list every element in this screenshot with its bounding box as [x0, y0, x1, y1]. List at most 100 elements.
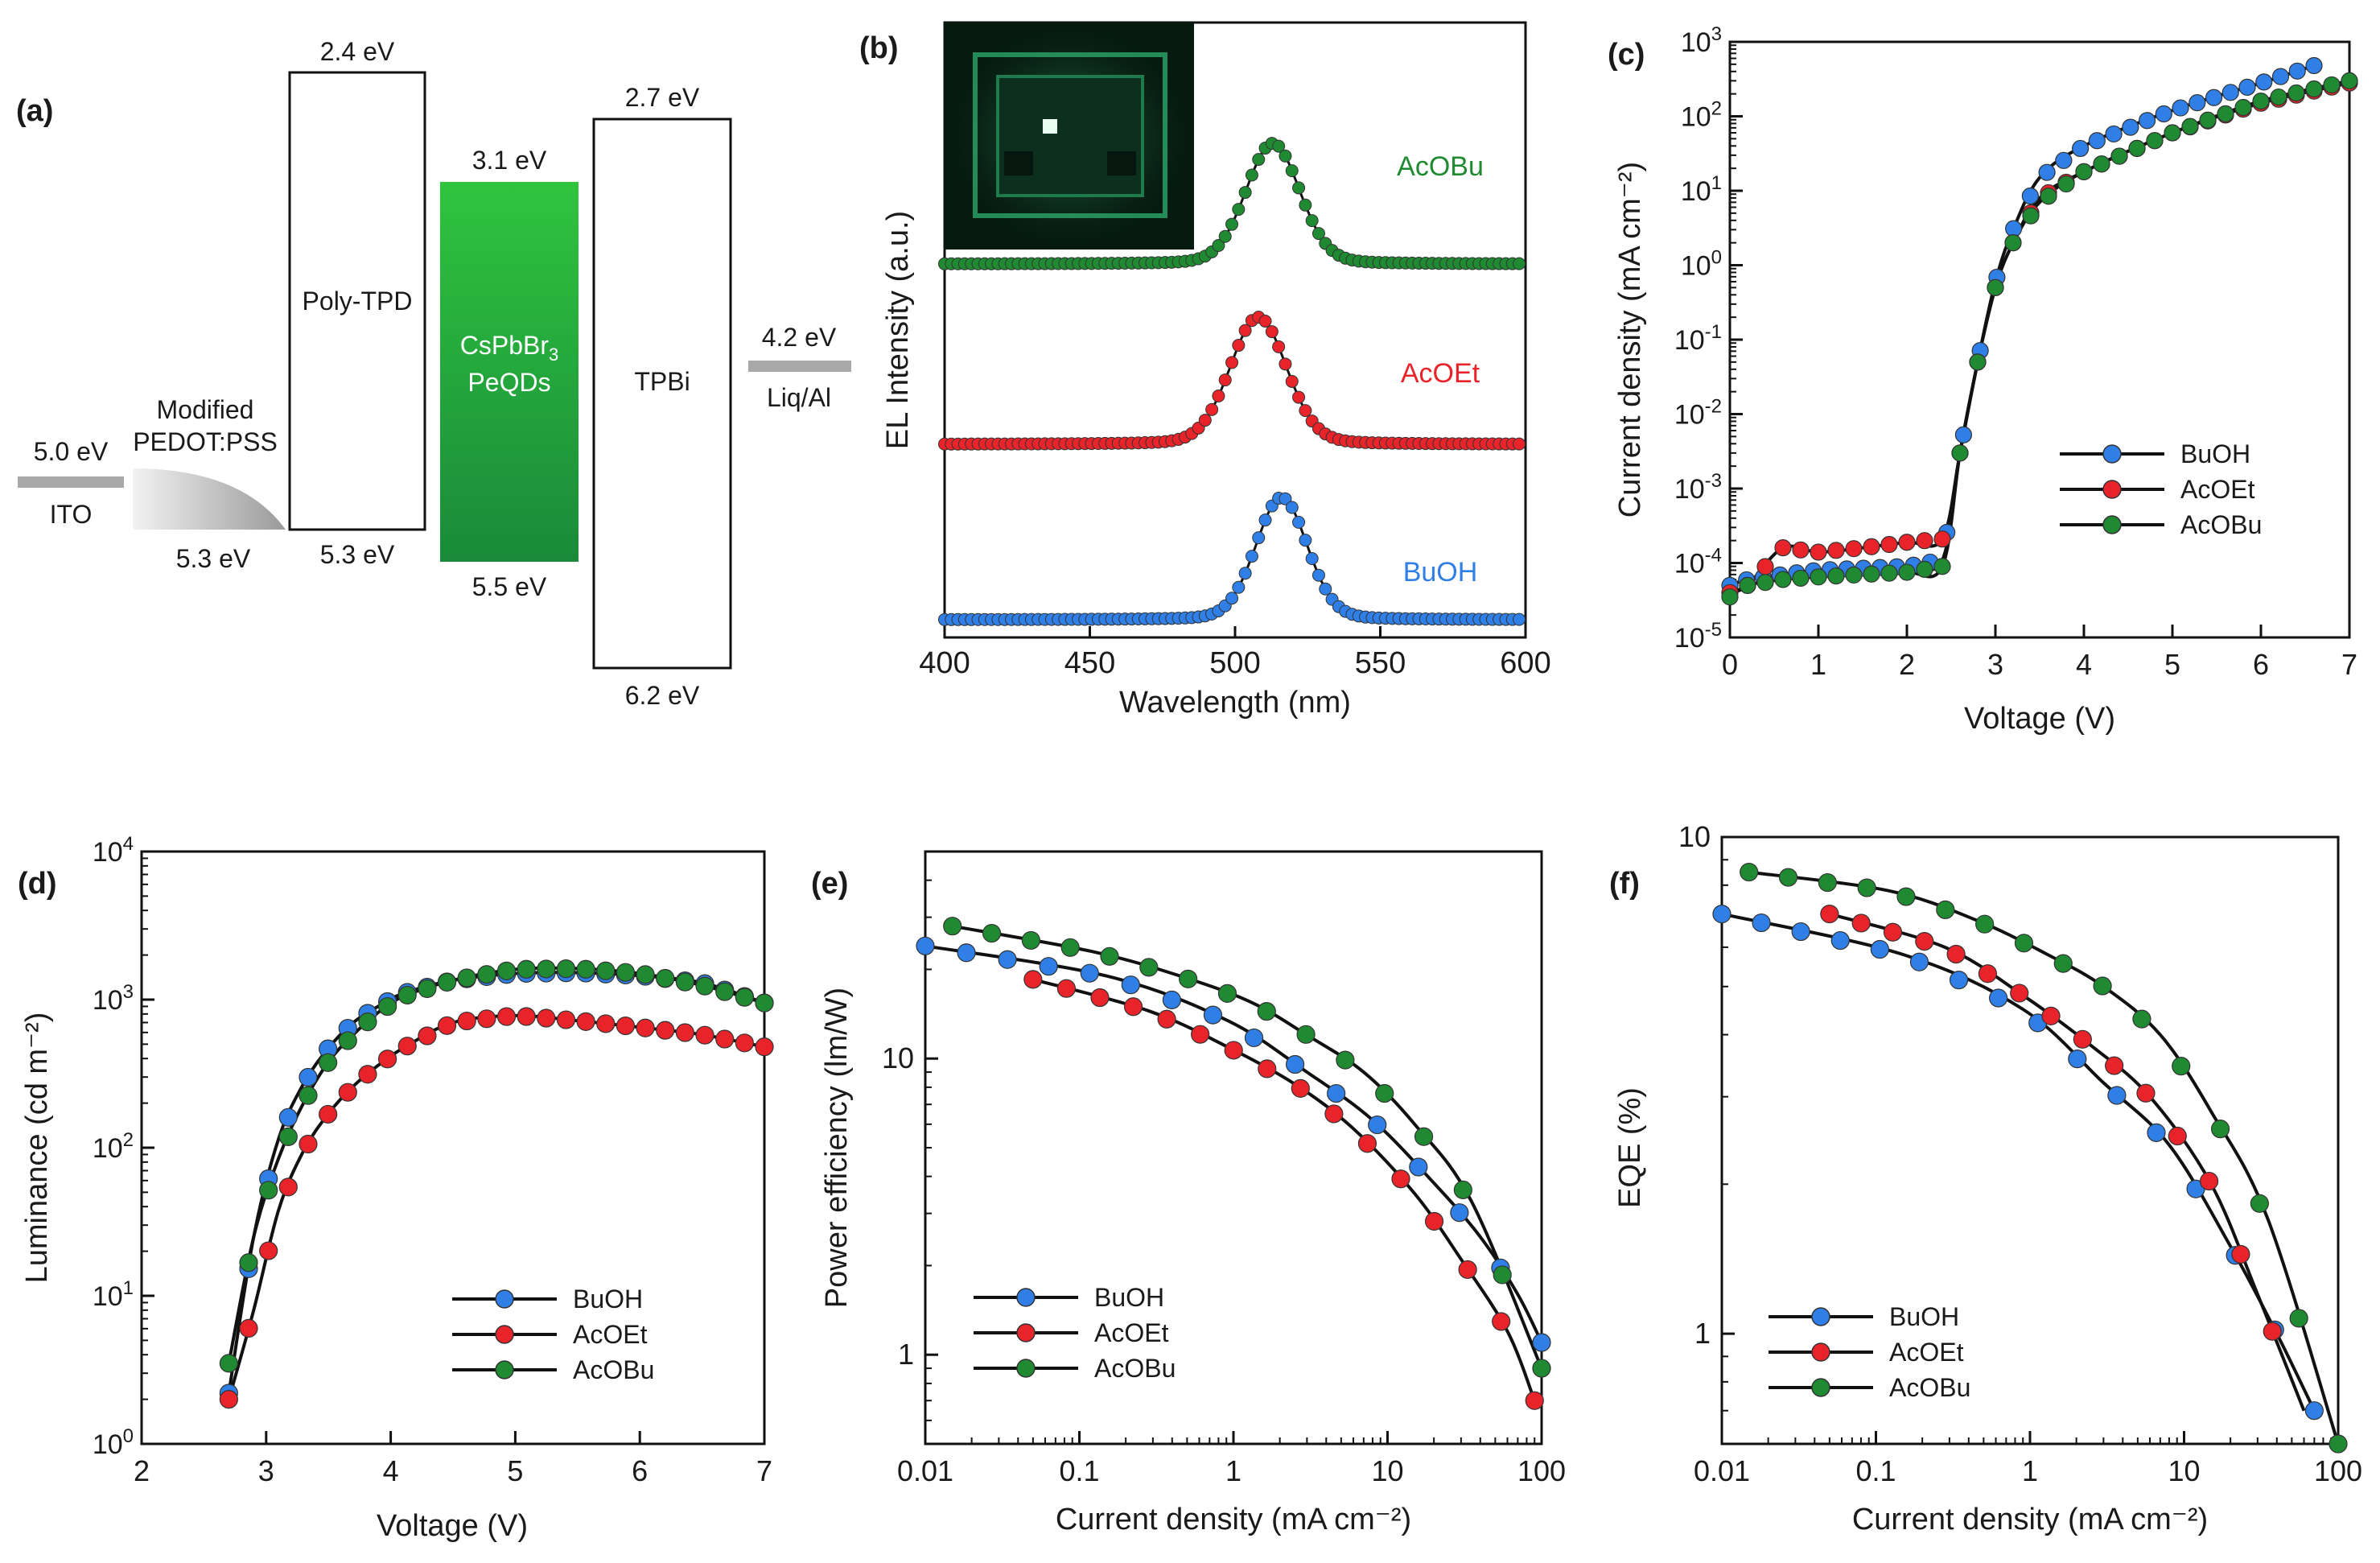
f-point-buoh	[1870, 939, 1889, 959]
panel-a-energy-diagram: (a) 5.0 eV ITO Modified PEDOT:PSS 5.3 eV…	[16, 37, 851, 710]
c-point-acobu	[2181, 118, 2199, 135]
c-ytick-label: 10-3	[1674, 470, 1722, 505]
c-legend-label-acoet: AcOEt	[2180, 475, 2255, 504]
panel-d-series	[219, 959, 774, 1409]
e-point-acoet	[1224, 1041, 1243, 1060]
c-point-acobu	[1827, 567, 1845, 585]
f-point-acoet	[1883, 922, 1903, 942]
c-ytick-label: 102	[1681, 98, 1722, 133]
d-point-acoet	[576, 1012, 595, 1031]
d-point-acoet	[735, 1033, 754, 1053]
e-point-buoh	[998, 950, 1017, 969]
pedot-name-line1: Modified	[157, 395, 254, 424]
panel-b-ticks: 400 450 500 550 600	[919, 626, 1551, 680]
f-xtick-label: 1	[2022, 1454, 2038, 1487]
b-xtick-label: 550	[1355, 646, 1406, 680]
e-ytick-label: 1	[898, 1338, 914, 1371]
el-point-acobu	[1311, 227, 1325, 241]
c-point-acoet	[1845, 540, 1863, 558]
c-point-buoh	[2271, 68, 2290, 85]
f-point-acoet	[2073, 1029, 2092, 1049]
f-point-acobu	[2093, 976, 2112, 996]
el-point-acoet	[1285, 374, 1299, 388]
e-xtick-label: 100	[1517, 1454, 1566, 1487]
e-point-acobu	[1532, 1359, 1551, 1378]
qd-name-line2: PeQDs	[467, 368, 550, 397]
panel-f-eqe: (f) 0.01 0.1 1 10 100 1 10 BuOH AcOEt AcOBu Curr…	[1609, 820, 2362, 1536]
ito-level	[18, 476, 124, 488]
e-point-acoet	[1357, 1134, 1377, 1153]
d-point-acobu	[418, 979, 437, 999]
c-point-buoh	[2122, 118, 2139, 136]
el-point-buoh	[1258, 513, 1272, 527]
series-label-buoh: BuOH	[1403, 557, 1478, 588]
c-point-buoh	[2189, 94, 2206, 112]
e-point-acoet	[1492, 1312, 1511, 1331]
c-point-acobu	[1845, 566, 1863, 584]
e-legend-marker-acoet	[1016, 1323, 1036, 1342]
c-point-acobu	[1898, 563, 1916, 581]
e-point-buoh	[1162, 990, 1182, 1009]
e-point-acobu	[1414, 1127, 1434, 1146]
el-point-acobu	[1245, 168, 1258, 182]
c-point-acobu	[1969, 353, 1987, 371]
pedot-shape	[133, 468, 286, 530]
e-point-acobu	[1296, 1025, 1316, 1044]
c-point-acoet	[1898, 534, 1916, 551]
el-series-group	[938, 137, 1526, 626]
c-point-acobu	[2075, 163, 2093, 180]
c-point-acobu	[1951, 444, 1969, 462]
c-point-buoh	[2072, 139, 2090, 158]
e-point-acobu	[943, 917, 962, 936]
f-point-acobu	[1778, 868, 1798, 887]
d-point-acoet	[537, 1008, 556, 1028]
el-point-buoh	[1232, 580, 1246, 594]
series-label-acoet: AcOEt	[1401, 358, 1480, 389]
c-point-acobu	[2040, 188, 2057, 205]
c-point-acoet	[1792, 541, 1810, 559]
f-point-acoet	[1978, 964, 1998, 984]
b-xtick-label: 500	[1209, 646, 1260, 680]
e-point-buoh	[916, 936, 935, 955]
panel-b-ylabel: EL Intensity (a.u.)	[881, 211, 915, 449]
c-point-acoet	[1827, 542, 1845, 559]
d-point-acoet	[517, 1007, 536, 1026]
c-point-acobu	[1987, 278, 2004, 296]
panel-d-luminance: (d) 2 3 4 5 6 7 100 101 102 103 104 BuOH AcOEt AcOBu…	[18, 833, 774, 1543]
el-point-acoet	[1292, 390, 1306, 404]
d-point-acobu	[636, 965, 655, 984]
d-point-acoet	[616, 1016, 636, 1036]
e-legend-marker-acobu	[1016, 1359, 1036, 1378]
d-point-acoet	[695, 1025, 714, 1045]
c-ytick-label: 100	[1681, 247, 1722, 282]
el-point-acoet	[1232, 339, 1246, 353]
c-xtick-label: 3	[1987, 648, 2003, 681]
el-point-acobu	[1252, 153, 1266, 167]
c-point-acobu	[2128, 139, 2146, 157]
f-point-acoet	[2263, 1322, 2282, 1341]
e-point-acobu	[1453, 1180, 1472, 1200]
e-legend-label-acobu: AcOBu	[1094, 1354, 1176, 1383]
el-point-buoh	[1513, 612, 1526, 626]
e-point-buoh	[1450, 1203, 1469, 1223]
el-point-acoet	[1265, 325, 1279, 339]
el-point-acobu	[1218, 229, 1232, 243]
d-point-acoet	[377, 1050, 397, 1069]
el-point-acoet	[1225, 356, 1239, 369]
f-legend-marker-acobu	[1811, 1378, 1830, 1397]
panel-e-power-efficiency: (e) 0.01 0.1 1 10 100 1 10 BuOH AcOEt AcOBu Curr…	[811, 850, 1566, 1536]
f-point-buoh	[1830, 930, 1850, 951]
c-point-acobu	[2022, 207, 2040, 225]
c-point-buoh	[2238, 78, 2256, 96]
f-point-acoet	[2199, 1171, 2219, 1191]
c-xtick-label: 2	[1899, 648, 1915, 681]
f-point-acobu	[1740, 862, 1759, 882]
e-point-buoh	[1080, 963, 1099, 983]
e-point-buoh	[957, 943, 976, 963]
c-point-buoh	[2055, 151, 2073, 169]
c-line-buoh	[1729, 64, 2315, 588]
e-point-acoet	[1123, 997, 1143, 1017]
d-point-acobu	[715, 982, 735, 1001]
f-point-acobu	[2329, 1434, 2348, 1454]
c-legend-marker-acoet	[2102, 480, 2122, 499]
